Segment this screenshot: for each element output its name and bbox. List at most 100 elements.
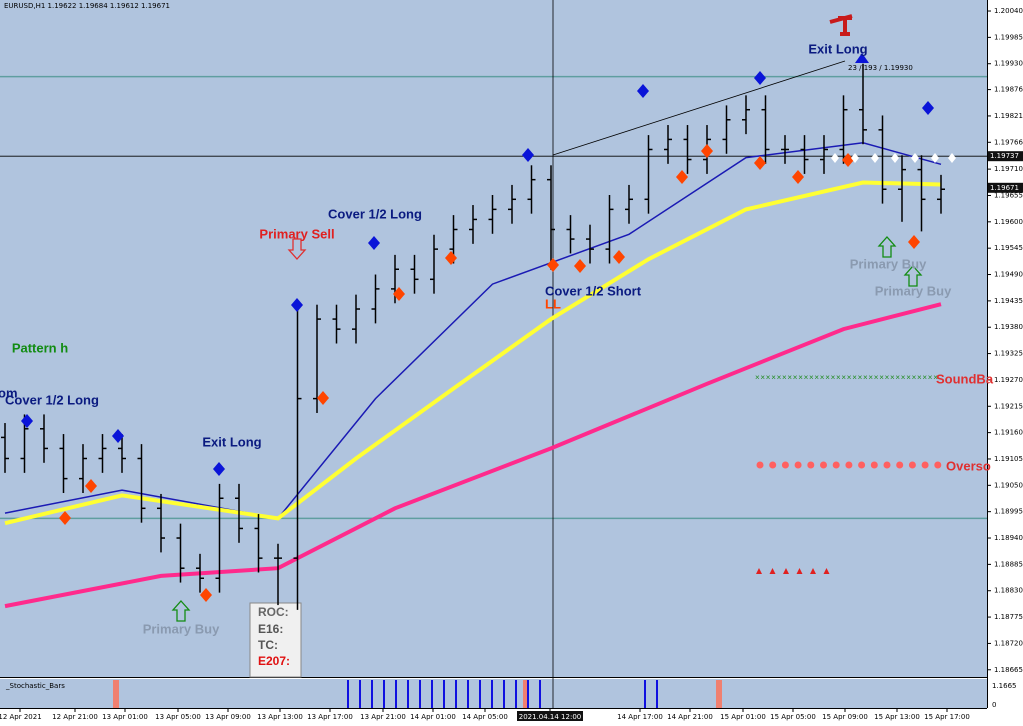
sub-pane [0, 679, 987, 708]
row-marker [796, 568, 803, 574]
ohlc-bar [605, 194, 614, 264]
sub-tick: 0 [992, 701, 996, 709]
row-marker: × [771, 373, 776, 382]
y-tick-label: 1.18720 [994, 639, 1023, 647]
y-tick-label: 1.19270 [994, 376, 1023, 384]
y-tick-label: 1.19160 [994, 429, 1023, 437]
ohlc-bar [839, 95, 848, 164]
x-tick-label: 14 Apr 05:00 [462, 713, 508, 721]
ohlc-bar [332, 304, 341, 344]
ohlc-bar [235, 483, 243, 543]
row-marker: × [841, 373, 846, 382]
row-marker [832, 461, 840, 469]
x-tick-label: 13 Apr 17:00 [307, 713, 353, 721]
signal-diamond [393, 287, 405, 301]
x-tick-label: 12 Apr 21:00 [52, 713, 98, 721]
signal-diamond [291, 298, 303, 312]
row-marker: × [831, 373, 836, 382]
ohlc-bar [469, 205, 477, 244]
signal-diamond [547, 258, 559, 272]
annotation: Primary Buy [143, 621, 220, 636]
x-tick-label: 15 Apr 01:00 [720, 713, 766, 721]
row-marker: × [782, 373, 787, 382]
row-marker: × [874, 373, 879, 382]
ohlc-bar [410, 254, 419, 294]
x-tick-label: 13 Apr 01:00 [102, 713, 148, 721]
signal-diamond [317, 391, 329, 405]
ohlc-bar [352, 294, 360, 344]
moving-average [4, 180, 942, 526]
info-label: E207: [258, 654, 290, 668]
y-tick-label: 1.19710 [994, 165, 1023, 173]
ohlc-bar [586, 224, 594, 264]
row-marker: × [798, 373, 803, 382]
row-marker: × [922, 373, 927, 382]
signal-diamond [522, 148, 534, 162]
row-marker: × [858, 373, 863, 382]
x-tick-label: 14 Apr 21:00 [667, 713, 713, 721]
ohlc-bar [430, 234, 438, 294]
annotation: Cover 1/2 Long [328, 206, 422, 221]
signal-diamond [754, 156, 766, 170]
annotation: SoundBa [936, 371, 994, 386]
exit-icon [829, 14, 853, 36]
y-tick-label: 1.18885 [994, 560, 1023, 568]
signal-diamond [792, 170, 804, 184]
ohlc-bar [176, 523, 185, 583]
annotation: LL [545, 296, 561, 311]
row-marker [908, 461, 916, 469]
ohlc-bar [79, 444, 87, 493]
y-tick-label: 1.19215 [994, 402, 1023, 410]
row-marker [896, 461, 904, 469]
row-marker: × [847, 373, 852, 382]
row-marker: × [820, 373, 825, 382]
ohlc-bar [488, 194, 497, 234]
ohlc-bar [722, 105, 731, 154]
ohlc-bar [196, 553, 204, 593]
x-tick-label: 15 Apr 05:00 [770, 713, 816, 721]
signal-diamond [891, 153, 899, 163]
y-tick-label: 1.19435 [994, 297, 1023, 305]
row-marker [934, 461, 942, 469]
row-marker: × [766, 373, 771, 382]
row-marker [783, 568, 789, 574]
ohlc-bar [1, 423, 9, 473]
signal-diamond [911, 153, 919, 163]
x-tick-label: 2021.04.14 12:00 [519, 713, 581, 721]
down-arrow [287, 238, 307, 260]
x-tick-label: 13 Apr 13:00 [257, 713, 303, 721]
row-marker: × [809, 373, 814, 382]
ohlc-bar [40, 414, 48, 463]
x-tick-label: 13 Apr 05:00 [155, 713, 201, 721]
up-arrow [171, 600, 191, 622]
x-label-box [517, 711, 583, 721]
annotation: Exit Long [202, 434, 261, 449]
annotation: Cover 1/2 Long [5, 392, 99, 407]
row-marker [921, 461, 929, 469]
row-marker: × [868, 373, 873, 382]
x-tick-label: 15 Apr 17:00 [924, 713, 970, 721]
y-tick-label: 1.18995 [994, 508, 1023, 516]
signal-diamond [842, 153, 854, 167]
price-label-box [988, 151, 1023, 162]
signal-diamond [613, 250, 625, 264]
info-label: ROC: [258, 605, 289, 619]
y-tick-label: 1.19600 [994, 218, 1023, 226]
price-label-box [988, 182, 1023, 193]
row-marker: × [901, 373, 906, 382]
row-marker [794, 461, 802, 469]
signal-diamond [637, 84, 649, 98]
row-marker: × [814, 373, 819, 382]
last-price-label: 1.19671 [990, 184, 1019, 192]
ohlc-bar [98, 434, 107, 473]
annotation: Cover 1/2 Short [545, 283, 642, 298]
row-marker: × [760, 373, 765, 382]
row-marker [858, 461, 866, 469]
main-pane [0, 0, 987, 677]
ohlc-bar [118, 434, 126, 473]
y-tick-label: 1.19985 [994, 33, 1023, 41]
y-tick-label: 1.19930 [994, 60, 1023, 68]
y-tick-label: 1.18665 [994, 666, 1023, 674]
signal-diamond [831, 153, 839, 163]
ohlc-bar [683, 125, 692, 174]
